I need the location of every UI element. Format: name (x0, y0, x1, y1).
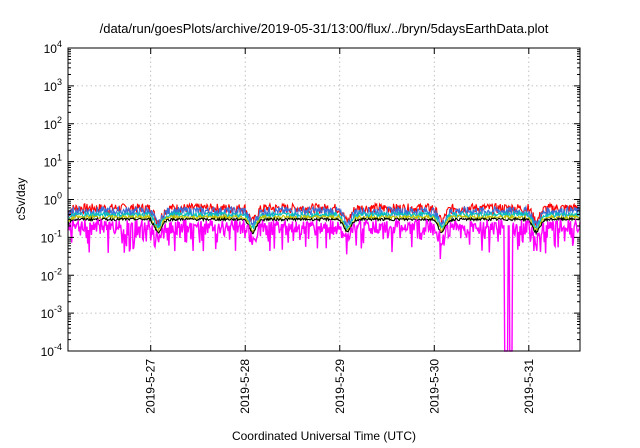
x-tick-label: 2019-5-27 (144, 359, 158, 414)
y-tick-label: 104 (44, 39, 62, 56)
y-axis-label: cSv/day (14, 178, 28, 221)
x-tick-label: 2019-5-30 (427, 359, 441, 414)
x-tick-label: 2019-5-28 (238, 359, 252, 414)
y-tick-label: 10-4 (41, 342, 62, 359)
y-axis: 10-4 10-3 10-2 10-1 100 101 102 103 104 (41, 39, 580, 359)
y-tick-label: 10-1 (41, 228, 62, 245)
y-tick-label: 10-3 (41, 304, 62, 321)
y-tick-label: 103 (44, 77, 62, 94)
x-axis-label: Coordinated Universal Time (UTC) (232, 429, 416, 443)
y-tick-label: 100 (44, 191, 62, 208)
y-tick-label: 101 (44, 153, 62, 170)
series-line (68, 220, 580, 351)
chart-title: /data/run/goesPlots/archive/2019-05-31/1… (100, 21, 549, 36)
x-tick-label: 2019-5-29 (333, 359, 347, 414)
x-tick-label: 2019-5-31 (522, 359, 536, 414)
series-layer (68, 204, 580, 351)
y-tick-label: 102 (44, 115, 62, 132)
y-tick-label: 10-2 (41, 266, 62, 283)
grid (68, 48, 580, 351)
